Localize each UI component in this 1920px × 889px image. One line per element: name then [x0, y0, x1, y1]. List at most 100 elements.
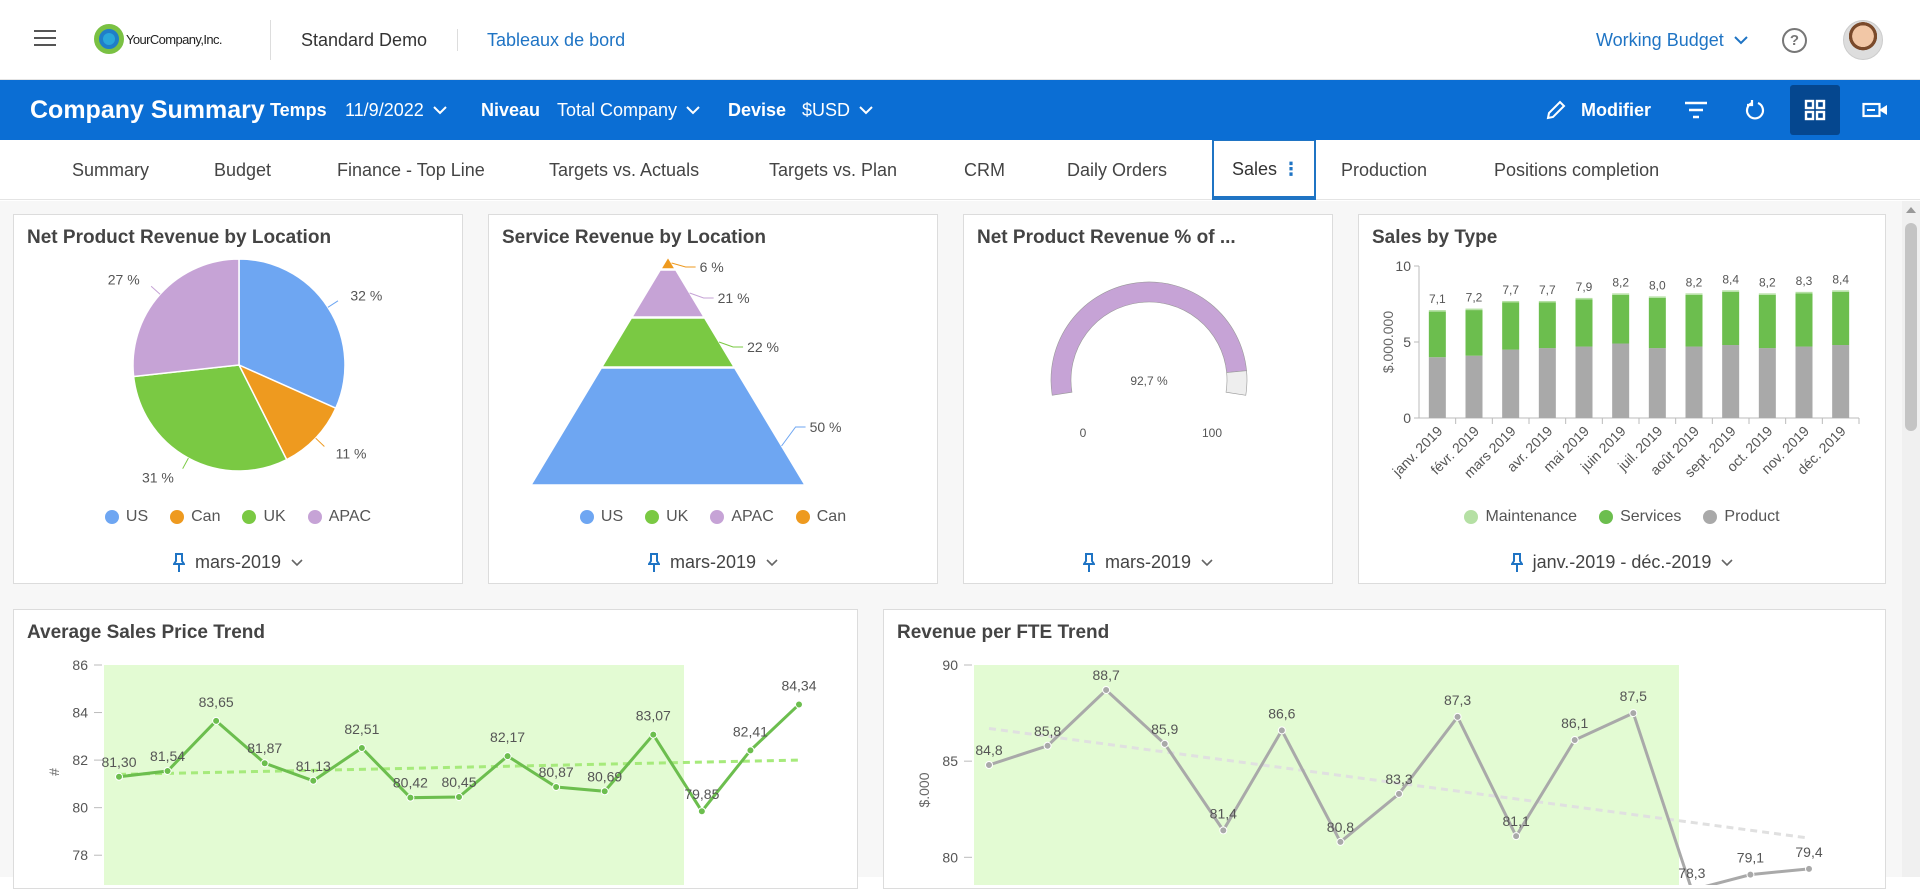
legend-label: US: [125, 508, 149, 525]
pyramid-data-label: 6 %: [700, 259, 724, 275]
tab-production[interactable]: Production: [1341, 160, 1428, 180]
tab-finance-top-line[interactable]: Finance - Top Line: [337, 160, 485, 180]
pyramid-leader-line: [671, 262, 696, 268]
avatar[interactable]: [1843, 20, 1883, 60]
time-value: 11/9/2022: [345, 99, 424, 120]
edit-button[interactable]: Modifier: [1545, 80, 1651, 140]
gauge-max-label: 100: [1202, 426, 1222, 440]
bar-segment: [1648, 348, 1666, 418]
pie-slice: [238, 258, 346, 410]
chevron-down-icon: [686, 105, 700, 114]
pie-slice: [237, 363, 337, 461]
kebab-menu-icon[interactable]: ⋮: [1282, 159, 1300, 179]
data-point: [212, 716, 221, 725]
legend-item[interactable]: Product: [1703, 508, 1780, 526]
data-point: [1746, 870, 1755, 879]
tab-daily-orders[interactable]: Daily Orders: [1067, 160, 1168, 180]
menu-icon[interactable]: [34, 30, 56, 48]
data-point: [1219, 826, 1228, 835]
bar-segment: [1465, 310, 1483, 356]
data-label: 83,65: [199, 694, 234, 710]
company-logo[interactable]: YourCompany,Inc.: [94, 24, 223, 54]
data-label: 86,6: [1268, 705, 1295, 721]
legend-item[interactable]: APAC: [710, 508, 774, 526]
bar-total-label: 8,2: [1686, 275, 1703, 289]
data-point: [1336, 837, 1345, 846]
currency-selector[interactable]: $USD: [802, 80, 873, 140]
currency-value: $USD: [802, 99, 851, 120]
filter-icon[interactable]: [1684, 80, 1708, 140]
trend-line: [988, 726, 1810, 840]
legend-label: US: [600, 508, 624, 525]
y-tick-label: 80: [72, 800, 88, 816]
data-label: 81,54: [150, 748, 185, 764]
chevron-down-icon: [1721, 558, 1733, 566]
level-selector[interactable]: Total Company: [557, 80, 700, 140]
y-tick-label: 78: [72, 847, 88, 863]
legend-item[interactable]: UK: [242, 508, 286, 526]
legend-item[interactable]: UK: [645, 508, 688, 526]
period-selector[interactable]: mars-2019: [14, 552, 462, 573]
data-label: 79,85: [684, 786, 719, 802]
bar-segment: [1612, 343, 1630, 418]
refresh-icon[interactable]: [1744, 80, 1766, 140]
scroll-up-icon[interactable]: [1906, 207, 1916, 213]
legend-item[interactable]: APAC: [307, 508, 371, 526]
pin-icon: [1082, 552, 1095, 572]
period-selector[interactable]: mars-2019: [489, 552, 937, 573]
bar-segment: [1502, 300, 1520, 303]
help-icon[interactable]: ?: [1782, 28, 1807, 53]
bar-total-label: 8,0: [1649, 278, 1666, 292]
period-selector[interactable]: janv.-2019 - déc.-2019: [1359, 552, 1885, 573]
pyramid-leader-line: [718, 341, 744, 348]
tab-targets-vs-plan[interactable]: Targets vs. Plan: [769, 160, 898, 180]
bar-segment: [1465, 308, 1483, 311]
legend-item[interactable]: Maintenance: [1464, 508, 1577, 526]
presentation-icon[interactable]: [1862, 80, 1888, 140]
panel-service-revenue-by-location: Service Revenue by Location 6 % 21 % 22 % 5…: [488, 214, 938, 584]
bar-segment: [1612, 293, 1630, 295]
bar-total-label: 8,4: [1722, 272, 1739, 286]
legend-label: Maintenance: [1485, 508, 1578, 525]
y-tick-label: 85: [942, 753, 958, 769]
dashboards-link[interactable]: Tableaux de bord: [487, 30, 626, 50]
legend-label: Can: [816, 508, 847, 525]
tab-crm[interactable]: CRM: [964, 160, 1005, 180]
bar-total-label: 7,9: [1576, 280, 1593, 294]
bar-total-label: 8,2: [1612, 275, 1629, 289]
data-label: 83,3: [1385, 771, 1412, 787]
pyramid-data-label: 50 %: [810, 419, 842, 435]
tab-summary[interactable]: Summary: [72, 160, 150, 180]
legend-item[interactable]: Services: [1599, 508, 1681, 526]
period-label: mars-2019: [669, 552, 757, 572]
period-selector[interactable]: mars-2019: [964, 552, 1332, 573]
grid-view-button[interactable]: [1790, 85, 1840, 135]
budget-selector-label: Working Budget: [1596, 30, 1724, 50]
tab-sales-label: Sales: [1232, 159, 1278, 179]
legend-item[interactable]: Can: [170, 508, 220, 526]
legend-item[interactable]: Can: [795, 508, 847, 526]
budget-selector[interactable]: Working Budget: [1596, 30, 1748, 51]
legend-swatch: [104, 510, 119, 524]
legend-swatch: [1599, 510, 1614, 524]
y-tick-label: 90: [942, 657, 958, 673]
bar-segment: [1612, 294, 1630, 344]
tab-targets-vs-actuals[interactable]: Targets vs. Actuals: [549, 160, 700, 180]
tab-budget[interactable]: Budget: [214, 160, 272, 180]
legend-item[interactable]: US: [579, 508, 624, 526]
legend-swatch: [242, 510, 257, 524]
scroll-thumb[interactable]: [1905, 223, 1917, 431]
tab-sales[interactable]: Sales ⋮: [1212, 140, 1316, 200]
legend-item[interactable]: US: [104, 508, 149, 526]
y-tick-label: 82: [72, 752, 88, 768]
vertical-scrollbar[interactable]: [1902, 201, 1920, 877]
panel-net-product-revenue-by-location: Net Product Revenue by Location 32 % 11 %…: [13, 214, 463, 584]
line-chart: 80 85 90 $.000 84,8 85,8 88,7 85,9 81,4 86,6 80,8 8…: [916, 657, 1823, 885]
legend-swatch: [645, 510, 660, 524]
bar-segment: [1575, 346, 1593, 418]
gauge-min-label: 0: [1080, 426, 1087, 440]
tab-positions-completion[interactable]: Positions completion: [1494, 160, 1660, 180]
time-selector[interactable]: 11/9/2022: [345, 80, 447, 140]
bar-segment: [1795, 293, 1813, 347]
